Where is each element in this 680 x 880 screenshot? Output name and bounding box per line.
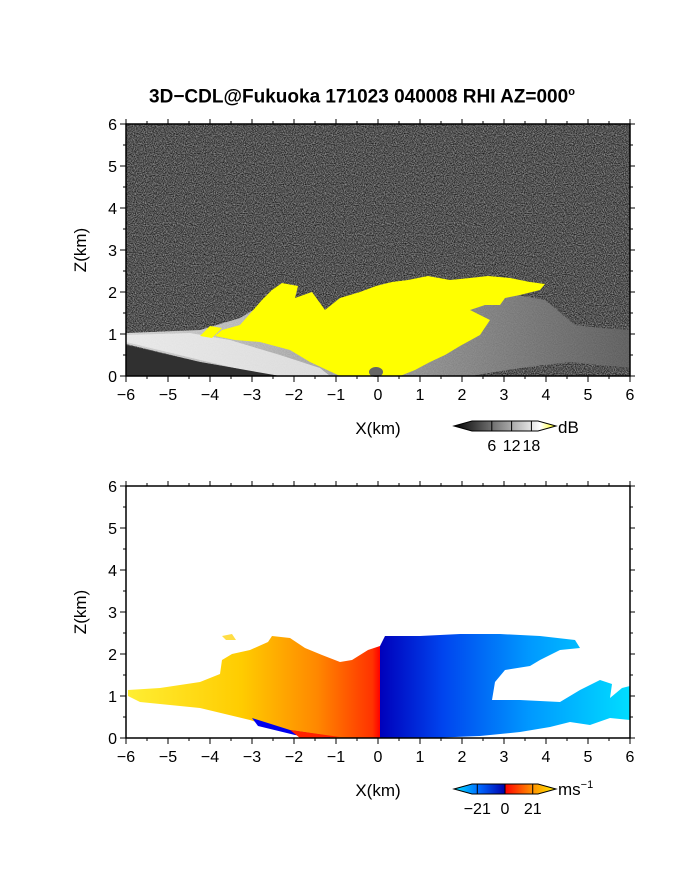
x-tick-label: 3 [500,387,509,404]
y-tick-label: 5 [108,521,117,538]
velocity-positive-region [128,636,380,738]
x-tick-label: 0 [374,749,383,766]
x-tick-label: −5 [159,387,177,404]
y-tick-label: 1 [108,689,117,706]
x-tick-label: 2 [458,749,467,766]
colorbar-tick-label: 12 [503,438,521,455]
x-tick-label: 1 [416,387,425,404]
x-tick-label: −1 [327,749,345,766]
y-tick-label: 4 [108,563,117,580]
colorbar-tick-label: 18 [523,438,541,455]
x-tick-label: −2 [285,387,303,404]
colorbar-1-unit: dB [558,418,579,437]
x-axis-label: X(km) [355,781,400,800]
backscatter-panel: −6 −5 −4 −3 −2 −1 0 1 2 3 4 5 6 0 1 2 3 4 5 6 X(km) Z(km) [71,117,635,438]
saturated-core [215,276,545,376]
x-tick-label: −6 [117,387,135,404]
y-tick-label: 0 [108,369,117,386]
x-tick-label: 5 [584,387,593,404]
y-tick-label: 3 [108,605,117,622]
x-tick-label: 4 [542,387,551,404]
y-tick-label: 6 [108,479,117,496]
colorbar-2-unit: ms−1 [558,779,593,799]
x-axis-label: X(km) [355,419,400,438]
velocity-negative-region [380,634,630,738]
x-tick-label: −4 [201,749,219,766]
x-tick-label: 6 [626,749,635,766]
y-tick-label: 3 [108,243,117,260]
colorbar-tick-label: 21 [524,801,542,818]
x-tick-label: −4 [201,387,219,404]
x-tick-label: −3 [243,749,261,766]
y-tick-label: 4 [108,201,117,218]
colorbar-tick-label: 6 [487,438,496,455]
backscatter-colorbar: dB 6 12 18 [452,418,579,455]
y-axis-label: Z(km) [71,228,90,272]
colorbar-1-bar [452,420,558,432]
velocity-panel: −6 −5 −4 −3 −2 −1 0 1 2 3 4 5 6 0 1 2 3 4 5 6 X(km) Z(km) [71,479,635,800]
x-tick-label: 4 [542,749,551,766]
saturated-filament [200,326,222,338]
velocity-colorbar: ms−1 −21 0 21 [452,779,593,818]
page-title: 3D−CDL@Fukuoka 171023 040008 RHI AZ=000o [149,86,575,108]
aerosol-layer-bright [126,333,330,376]
colorbar-tick-label: 0 [501,801,510,818]
velocity-red-strip [290,730,340,738]
x-tick-label: −5 [159,749,177,766]
y-tick-label: 0 [108,731,117,748]
x-tick-label: 5 [584,749,593,766]
x-tick-label: 1 [416,749,425,766]
y-tick-label: 2 [108,285,117,302]
y-tick-label: 1 [108,327,117,344]
x-tick-label: 2 [458,387,467,404]
x-tick-label: −2 [285,749,303,766]
velocity-left-tip [222,634,236,640]
x-tick-label: −6 [117,749,135,766]
shadow-region [126,345,280,376]
y-axis-label: Z(km) [71,590,90,634]
x-tick-label: 6 [626,387,635,404]
x-tick-label: 0 [374,387,383,404]
y-tick-label: 6 [108,117,117,134]
colorbar-tick-label: −21 [464,801,491,818]
x-tick-label: −3 [243,387,261,404]
y-tick-label: 2 [108,647,117,664]
x-tick-label: 3 [500,749,509,766]
ground-obstacle [369,367,383,377]
y-tick-label: 5 [108,159,117,176]
x-tick-label: −1 [327,387,345,404]
